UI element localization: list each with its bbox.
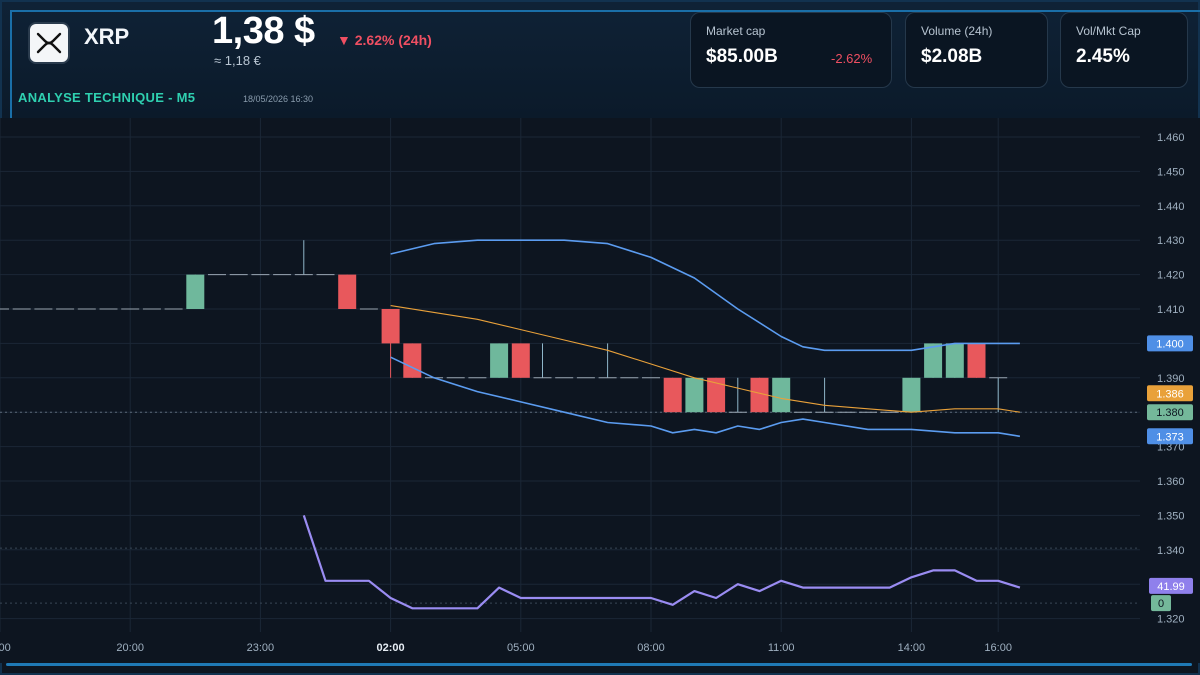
xrp-logo-icon [28,22,70,64]
y-tick-label: 1.460 [1157,132,1185,144]
price-tag-bg [1149,577,1193,594]
market-cap-change: -2.62% [831,51,873,66]
bollinger-lower-line [390,356,1021,438]
bottom-accent-bar [6,663,1192,666]
y-tick-label: 1.350 [1157,510,1185,522]
x-tick-label: 16:00 [984,642,1012,654]
price-tag-bg [1147,335,1193,352]
candle-body [924,343,943,378]
price-tag-bg [1147,428,1193,445]
header-panel: XRP 1,38 $ ▼ 2.62% (24h) ≈ 1,18 € ANALYS… [2,2,1200,118]
volume-value: $2.08B [921,46,983,67]
price-tag-bollinger-lower: 1.373 [1147,428,1193,445]
x-tick-label: 20:00 [116,642,144,654]
x-tick-label: 7:00 [0,642,11,654]
chart-canvas[interactable]: 1.460 1.450 1.440 1.430 1.420 1.410 1.400 1.390… [0,118,1200,663]
y-tick-label: 1.390 [1157,373,1185,385]
market-cap-label: Market cap [706,24,766,38]
y-tick-label: 1.340 [1157,545,1185,557]
moving-average-line [390,305,1020,413]
price-tag-label: 1.380 [1156,407,1184,419]
rsi-line [302,515,1021,610]
price-tag-price: 1.380 [1147,404,1193,421]
candle-body [490,343,509,378]
price-tag-rsi-zero: 0 [1151,595,1171,612]
current-price: 1,38 $ [212,10,315,52]
market-cap-card: Market cap $85.00B -2.62% [690,12,892,88]
candle-body [186,274,205,309]
candle-body [511,343,530,378]
analysis-title: ANALYSE TECHNIQUE - M5 [18,90,196,105]
candle-body [750,377,769,413]
candle-body [772,377,791,413]
price-tag-bg [1151,595,1171,612]
x-tick-label: 23:00 [247,642,275,654]
candle-body [403,343,422,378]
price-change-24h: ▼ 2.62% (24h) [337,32,432,48]
ticker-symbol: XRP [84,24,130,49]
x-tick-label: 14:00 [898,642,926,654]
y-tick-label: 1.360 [1157,476,1185,488]
volume-label: Volume (24h) [921,24,993,38]
y-tick-label: 1.370 [1157,442,1185,454]
xrp-x-mark-icon [36,32,62,54]
bollinger-upper-line [390,239,1020,352]
price-tag-label: 0 [1158,598,1164,610]
vol-mkt-cap-card: Vol/Mkt Cap 2.45% [1060,12,1188,88]
price-tag-label: 41.99 [1157,581,1185,593]
y-tick-label: 1.420 [1157,270,1185,282]
y-tick-label: 1.450 [1157,166,1185,178]
candle-body [338,274,357,309]
candle-body [663,377,682,413]
x-tick-label: 05:00 [507,642,535,654]
candle-body [685,377,704,413]
price-tag-bg [1147,385,1193,402]
y-tick-label: 1.410 [1157,304,1185,316]
vol-mkt-cap-value: 2.45% [1076,46,1130,67]
price-tag-label: 1.373 [1156,431,1184,443]
candle-body [381,309,400,344]
y-tick-label: 1.430 [1157,235,1185,247]
vol-mkt-cap-label: Vol/Mkt Cap [1076,24,1141,38]
price-eur: ≈ 1,18 € [214,53,261,68]
x-tick-label: 11:00 [768,642,795,654]
price-tag-label: 1.400 [1156,338,1184,350]
y-tick-label: 1.320 [1157,614,1185,626]
x-tick-label: 08:00 [637,642,665,654]
x-tick-label: 02:00 [377,642,405,654]
price-tag-bg [1147,404,1193,421]
price-tag-bollinger-upper: 1.400 [1147,335,1193,352]
price-chart[interactable]: 1.460 1.450 1.440 1.430 1.420 1.410 1.400 1.390… [0,118,1200,663]
candle-body [967,343,986,378]
volume-card: Volume (24h) $2.08B [905,12,1048,88]
price-tag-rsi: 41.99 [1149,577,1193,594]
candle-body [902,377,921,413]
price-tag-moving-average: 1.386 [1147,385,1193,402]
market-cap-value: $85.00B [706,46,778,67]
y-tick-label: 1.440 [1157,201,1185,213]
price-tag-label: 1.386 [1156,388,1184,400]
analysis-timestamp: 18/05/2026 16:30 [243,94,314,104]
candle-body [707,377,726,413]
candle-body [945,343,964,378]
